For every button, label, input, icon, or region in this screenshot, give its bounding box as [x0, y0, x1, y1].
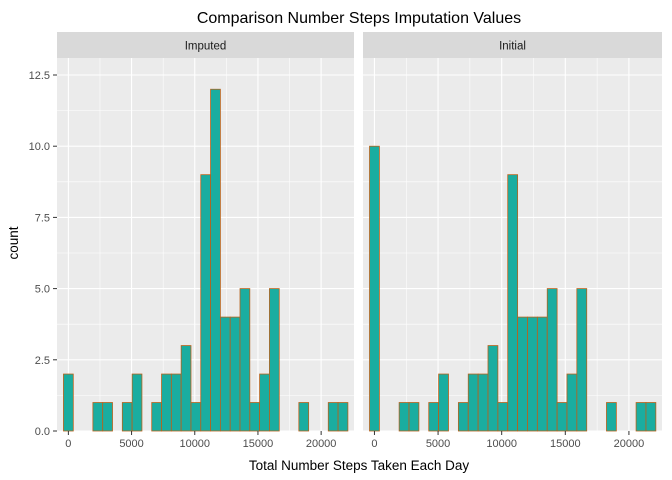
facet-strip-label: Imputed [185, 41, 227, 53]
facet-panel-imputed: Imputed 0 5000 10000 15000 20000 0.0 2.5 5.0 7.5 1… [29, 32, 354, 450]
histogram-bar [645, 402, 657, 432]
histogram-bar [477, 373, 489, 432]
histogram-bar [259, 373, 270, 432]
x-tick-label: 10000 [486, 438, 517, 450]
histogram-bar [369, 145, 380, 432]
histogram-bar [121, 402, 133, 432]
facet-panels: Imputed 0 5000 10000 15000 20000 0.0 2.5 5.0 7.5 1… [29, 32, 662, 450]
histogram-bar [190, 402, 202, 432]
histogram-bar [606, 402, 617, 432]
histogram-bar [408, 402, 420, 432]
chart-title: Comparison Number Steps Imputation Value… [197, 10, 521, 27]
histogram-bar [180, 345, 192, 432]
y-tick-label: 10.0 [29, 141, 50, 153]
histogram-bar [131, 373, 143, 432]
histogram-bar [566, 373, 578, 432]
histogram-bar [298, 402, 310, 432]
histogram-bar [92, 402, 104, 432]
x-tick-label: 15000 [550, 438, 581, 450]
y-tick-label: 2.5 [35, 355, 50, 367]
histogram-bar [239, 288, 251, 432]
histogram-bar [428, 402, 440, 432]
histogram-bar [269, 288, 280, 432]
histogram-bar [200, 174, 211, 432]
histogram-bar [556, 402, 568, 432]
y-tick-label: 5.0 [35, 284, 50, 296]
histogram-bar [151, 402, 162, 432]
histogram-bar [546, 288, 558, 432]
histogram-bar [576, 288, 588, 432]
y-tick-label: 12.5 [29, 70, 50, 82]
facet-strip [363, 32, 662, 58]
histogram-bar [635, 402, 647, 432]
histogram-bar [249, 402, 261, 432]
histogram-bar [517, 316, 528, 432]
x-tick-label: 0 [65, 438, 71, 450]
y-tick-label: 7.5 [35, 212, 50, 224]
x-tick-label: 5000 [426, 438, 450, 450]
x-tick-label: 20000 [306, 438, 337, 450]
histogram-bar [527, 316, 538, 432]
histogram-bar [327, 402, 339, 432]
histogram-bar [507, 174, 519, 432]
x-axis-title: Total Number Steps Taken Each Day [249, 458, 470, 473]
histogram-bar [63, 373, 74, 432]
histogram-bar [487, 345, 499, 432]
histogram-bar [229, 316, 241, 432]
histogram-bar [102, 402, 113, 432]
histogram-bar [536, 316, 548, 432]
x-tick-label: 10000 [179, 438, 210, 450]
x-tick-label: 20000 [614, 438, 645, 450]
histogram-bar [398, 402, 410, 432]
y-axis-title: count [6, 226, 21, 259]
facet-strip-label: Initial [499, 41, 526, 53]
histogram-bar [467, 373, 479, 432]
histogram-bar [438, 373, 449, 432]
histogram-bar [337, 402, 349, 432]
histogram-bar [219, 316, 231, 432]
histogram-bar [497, 402, 509, 432]
y-tick-label: 0.0 [35, 426, 50, 438]
x-tick-label: 0 [371, 438, 377, 450]
histogram-bar [457, 402, 469, 432]
histogram-bar [210, 88, 221, 432]
facet-panel-initial: Initial 0 5000 10000 15000 20000 [363, 32, 662, 450]
histogram-bar [161, 373, 172, 432]
x-tick-label: 5000 [119, 438, 143, 450]
x-tick-label: 15000 [243, 438, 274, 450]
histogram-bar [170, 373, 182, 432]
facet-strip [57, 32, 354, 58]
